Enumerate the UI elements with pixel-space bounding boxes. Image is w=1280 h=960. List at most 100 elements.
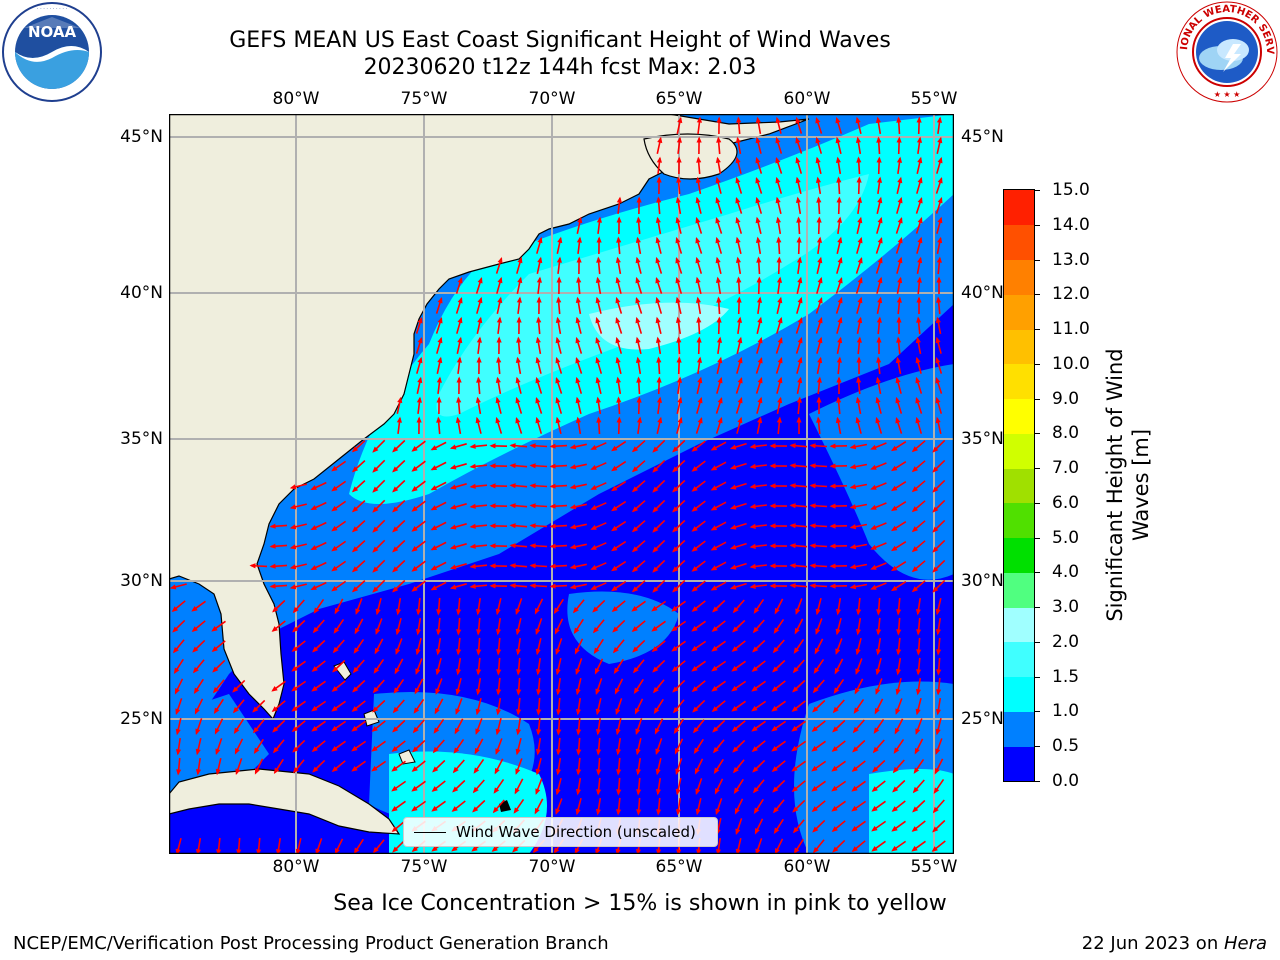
wave-direction-arrowhead <box>311 685 318 692</box>
wave-direction-arrowhead <box>911 486 918 493</box>
wave-direction-arrowhead <box>677 396 683 404</box>
wave-direction-arrowhead <box>912 806 919 813</box>
wave-direction-arrowhead <box>809 503 816 509</box>
wave-direction-arrowhead <box>211 626 218 632</box>
wave-direction-arrowhead <box>351 745 358 752</box>
wave-direction-arrowhead <box>615 848 621 854</box>
wave-direction-arrowhead <box>655 336 661 343</box>
wave-direction-arrowhead <box>556 256 562 263</box>
wave-direction-arrowhead <box>515 396 521 404</box>
wave-direction-arrowhead <box>635 728 641 735</box>
wave-direction-arrowhead <box>495 416 501 424</box>
wave-direction-arrowhead <box>631 586 639 593</box>
wave-direction-arrowhead <box>576 256 582 263</box>
wave-direction-arrowhead <box>835 136 841 144</box>
wave-direction-arrowhead <box>816 376 822 383</box>
wave-direction-arrowhead <box>652 687 659 694</box>
wave-direction-arrowhead <box>694 768 700 775</box>
wave-direction-arrowhead <box>595 376 601 384</box>
wave-direction-arrowhead <box>232 707 239 714</box>
wave-direction-arrowhead <box>435 649 441 656</box>
wave-direction-arrowhead <box>672 546 679 553</box>
wave-direction-arrowhead <box>269 523 276 529</box>
wave-direction-arrowhead <box>752 766 759 773</box>
wave-direction-arrowhead <box>455 669 461 676</box>
wave-direction-arrowhead <box>371 726 378 732</box>
wave-direction-arrowhead <box>612 626 619 633</box>
colorbar-tick-mark <box>1034 398 1040 400</box>
wave-direction-arrowhead <box>871 825 878 832</box>
wave-direction-arrowhead <box>535 749 541 756</box>
wave-direction-arrowhead <box>710 525 718 531</box>
wave-direction-arrowhead <box>411 566 418 572</box>
wave-direction-arrowhead <box>872 766 879 773</box>
wave-direction-arrowhead <box>515 608 521 615</box>
colorbar-segment <box>1004 224 1034 260</box>
wave-direction-arrowhead <box>517 256 523 264</box>
longitude-label: 70°W <box>528 89 576 109</box>
wave-direction-arrowhead <box>691 686 698 692</box>
wave-direction-arrowhead <box>411 506 418 512</box>
wave-direction-arrowhead <box>472 806 479 813</box>
wave-direction-arrowhead <box>453 747 460 754</box>
wave-direction-arrowhead <box>710 505 718 511</box>
wave-direction-arrowhead <box>372 706 379 713</box>
wave-direction-arrowhead <box>775 116 781 124</box>
wave-direction-arrowhead <box>849 464 857 470</box>
footer-producer: NCEP/EMC/Verification Post Processing Pr… <box>13 933 609 954</box>
wave-direction-arrowhead <box>715 156 721 163</box>
wave-direction-arrowhead <box>590 485 597 490</box>
wave-direction-arrowhead <box>915 689 921 696</box>
wave-direction-arrowhead <box>715 276 721 283</box>
wave-direction-arrowhead <box>529 463 536 469</box>
wave-direction-arrowhead <box>815 608 821 616</box>
wave-direction-arrowhead <box>749 583 756 589</box>
wave-direction-arrowhead <box>432 746 439 754</box>
wave-direction-arrowhead <box>549 563 556 569</box>
wave-direction-arrowhead <box>737 356 743 364</box>
wave-direction-arrowhead <box>792 827 799 834</box>
wave-direction-arrowhead <box>594 668 600 675</box>
wave-direction-arrowhead <box>691 645 698 652</box>
colorbar-tick-mark <box>1034 781 1040 782</box>
wave-direction-arrowhead <box>877 216 883 224</box>
wave-direction-arrowhead <box>412 726 419 734</box>
wave-direction-arrowhead <box>651 605 658 612</box>
wave-direction-arrowhead <box>411 586 418 592</box>
wave-direction-arrowhead <box>755 848 761 854</box>
wave-direction-arrowhead <box>373 667 380 674</box>
colorbar-tick-label: 3.0 <box>1052 597 1080 618</box>
wave-direction-arrowhead <box>436 609 442 616</box>
wave-direction-arrowhead <box>774 848 780 854</box>
wave-direction-arrowhead <box>735 236 741 244</box>
wave-direction-arrowhead <box>636 216 642 223</box>
wave-direction-arrowhead <box>476 376 482 383</box>
wave-direction-arrowhead <box>876 609 882 616</box>
wave-direction-arrowhead <box>832 706 839 714</box>
wave-direction-arrowhead <box>936 116 943 123</box>
wave-direction-arrowhead <box>635 236 641 243</box>
wave-direction-arrowhead <box>509 463 516 469</box>
wave-direction-arrowhead <box>652 526 659 533</box>
wave-direction-arrowhead <box>430 445 438 451</box>
wave-direction-arrowhead <box>777 316 783 324</box>
wave-direction-arrowhead <box>777 356 783 364</box>
wave-direction-arrowhead <box>496 316 502 323</box>
wave-direction-arrowhead <box>796 416 802 423</box>
wave-direction-arrowhead <box>876 156 882 163</box>
wave-direction-arrowhead <box>312 626 319 634</box>
wave-direction-arrowhead <box>575 668 581 675</box>
wave-direction-arrowhead <box>569 544 577 550</box>
wave-direction-arrowhead <box>915 708 921 716</box>
wave-direction-arrowhead <box>355 608 361 615</box>
wave-direction-arrowhead <box>891 585 898 592</box>
colorbar-segment <box>1004 607 1034 643</box>
wave-direction-arrowhead <box>372 566 379 573</box>
colorbar-tick-label: 13.0 <box>1052 249 1090 270</box>
wave-direction-arrowhead <box>916 649 922 656</box>
wave-direction-arrowhead <box>334 607 340 615</box>
wave-direction-arrowhead <box>911 446 918 453</box>
map-legend: Wind Wave Direction (unscaled) <box>403 817 718 847</box>
wave-direction-arrowhead <box>855 396 861 404</box>
wave-direction-arrowhead <box>289 584 297 590</box>
